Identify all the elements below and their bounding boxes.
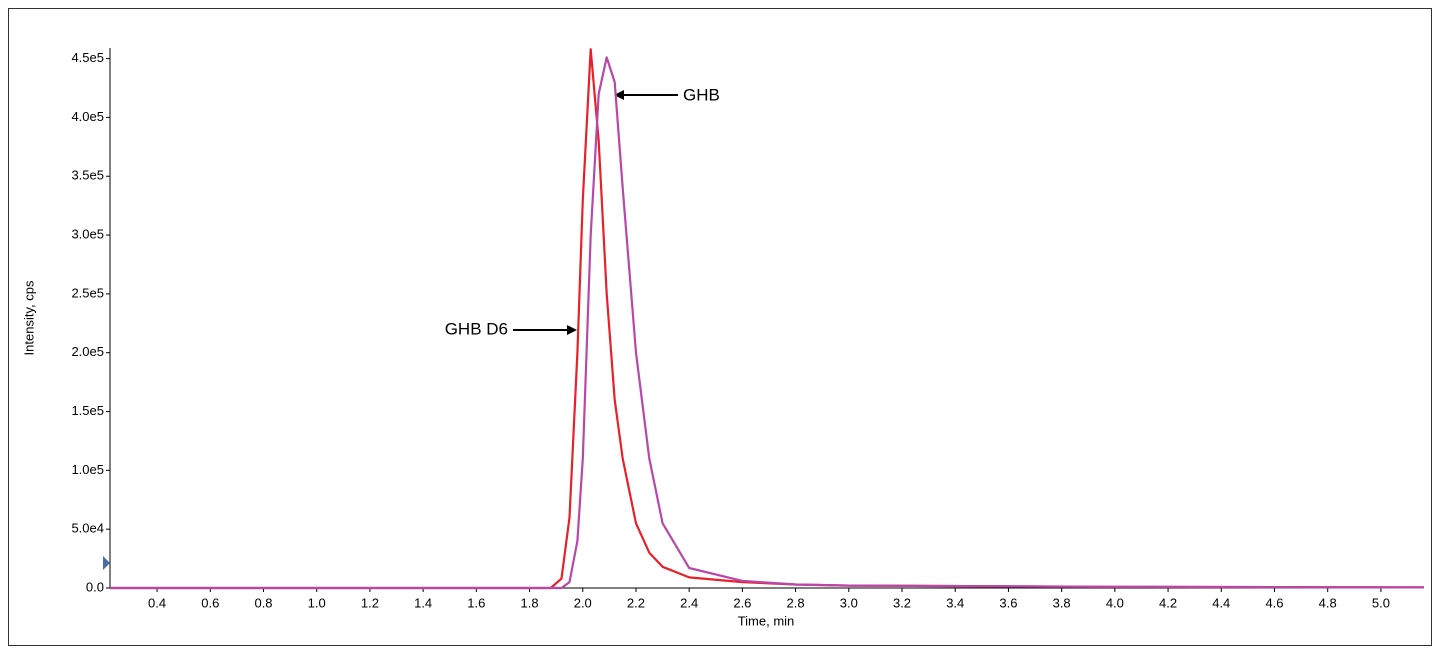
x-tick-label: 0.4 (148, 595, 166, 610)
x-tick-label: 4.4 (1212, 595, 1230, 610)
x-tick-label: 0.6 (201, 595, 219, 610)
arrow-head (567, 325, 577, 335)
y-tick-label: 3.5e5 (71, 168, 104, 183)
x-tick-label: 1.8 (521, 595, 539, 610)
x-tick-label: 3.6 (999, 595, 1017, 610)
annotation: GHB (683, 85, 720, 104)
x-tick-label: 5.0 (1372, 595, 1390, 610)
series-line (110, 56, 1425, 590)
x-axis-label: Time, min (738, 613, 795, 628)
arrow-head (614, 90, 624, 100)
y-tick-label: 1.5e5 (71, 403, 104, 418)
y-tick-label: 4.5e5 (71, 50, 104, 65)
x-tick-label: 3.2 (893, 595, 911, 610)
x-tick-label: 0.8 (254, 595, 272, 610)
y-tick-label: 2.0e5 (71, 344, 104, 359)
y-tick-label: 5.0e4 (71, 521, 104, 536)
x-tick-label: 4.0 (1106, 595, 1124, 610)
x-tick-label: 4.8 (1319, 595, 1337, 610)
x-tick-label: 2.8 (787, 595, 805, 610)
y-axis-label: Intensity, cps (21, 280, 36, 355)
x-tick-label: 2.0 (574, 595, 592, 610)
series-line (110, 48, 1425, 590)
x-tick-label: 1.0 (308, 595, 326, 610)
x-tick-label: 4.2 (1159, 595, 1177, 610)
x-tick-label: 1.4 (414, 595, 432, 610)
y-tick-label: 0.0 (86, 579, 104, 594)
x-tick-label: 1.6 (467, 595, 485, 610)
annotation: GHB D6 (445, 319, 508, 338)
x-tick-label: 2.6 (733, 595, 751, 610)
x-tick-label: 3.4 (946, 595, 964, 610)
x-tick-label: 1.2 (361, 595, 379, 610)
frame (8, 8, 1432, 646)
x-tick-label: 3.8 (1053, 595, 1071, 610)
y-tick-label: 2.5e5 (71, 285, 104, 300)
marker (103, 556, 110, 570)
x-tick-label: 4.6 (1265, 595, 1283, 610)
y-tick-label: 3.0e5 (71, 226, 104, 241)
x-tick-label: 3.0 (840, 595, 858, 610)
y-tick-label: 4.0e5 (71, 109, 104, 124)
x-tick-label: 2.4 (680, 595, 698, 610)
x-tick-label: 2.2 (627, 595, 645, 610)
y-tick-label: 1.0e5 (71, 462, 104, 477)
